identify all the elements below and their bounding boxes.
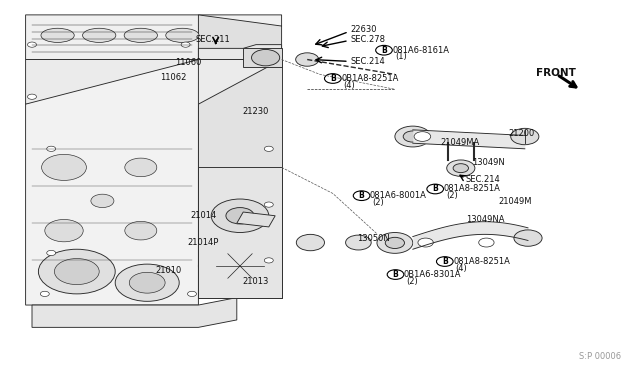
- Circle shape: [230, 260, 250, 272]
- Text: 13050N: 13050N: [357, 234, 390, 243]
- Circle shape: [377, 232, 413, 253]
- Circle shape: [353, 191, 370, 201]
- Text: B: B: [442, 257, 447, 266]
- Text: (4): (4): [344, 81, 355, 90]
- Circle shape: [296, 234, 324, 251]
- Circle shape: [395, 126, 431, 147]
- Text: 11060: 11060: [175, 58, 202, 67]
- Text: SEC.214: SEC.214: [466, 175, 500, 184]
- Circle shape: [42, 154, 86, 180]
- Circle shape: [324, 74, 341, 83]
- Ellipse shape: [166, 28, 199, 42]
- Ellipse shape: [83, 28, 116, 42]
- Polygon shape: [198, 45, 282, 60]
- Text: 21230: 21230: [242, 107, 268, 116]
- Circle shape: [514, 230, 542, 246]
- Polygon shape: [237, 212, 275, 227]
- Text: 13049N: 13049N: [472, 158, 505, 167]
- Text: (2): (2): [372, 198, 384, 207]
- Text: (4): (4): [456, 264, 467, 273]
- Text: FRONT: FRONT: [536, 68, 575, 78]
- Polygon shape: [198, 60, 282, 298]
- Polygon shape: [243, 48, 282, 67]
- Text: 21014: 21014: [191, 211, 217, 219]
- Polygon shape: [26, 60, 198, 305]
- Text: 21010: 21010: [156, 266, 182, 275]
- Circle shape: [453, 164, 468, 173]
- Text: 21200: 21200: [509, 129, 535, 138]
- Circle shape: [47, 146, 56, 151]
- Polygon shape: [26, 15, 282, 60]
- Circle shape: [511, 128, 539, 145]
- Text: B: B: [330, 74, 335, 83]
- Text: 081A8-8251A: 081A8-8251A: [444, 185, 500, 193]
- Polygon shape: [32, 298, 237, 327]
- Circle shape: [436, 257, 453, 266]
- Text: B: B: [433, 185, 438, 193]
- Text: 13049NA: 13049NA: [466, 215, 504, 224]
- Text: S:P 00006: S:P 00006: [579, 352, 621, 361]
- Text: 081A6-8161A: 081A6-8161A: [392, 46, 449, 55]
- Text: 22630: 22630: [351, 25, 377, 34]
- Circle shape: [427, 184, 444, 194]
- Circle shape: [28, 94, 36, 99]
- Circle shape: [129, 272, 165, 293]
- Text: 081A6-8001A: 081A6-8001A: [370, 191, 427, 200]
- Ellipse shape: [41, 28, 74, 42]
- Circle shape: [376, 45, 392, 55]
- Circle shape: [38, 249, 115, 294]
- Text: 0B1A8-8251A: 0B1A8-8251A: [341, 74, 399, 83]
- Text: (2): (2): [446, 191, 458, 200]
- Circle shape: [264, 258, 273, 263]
- Text: B: B: [381, 46, 387, 55]
- Circle shape: [211, 199, 269, 232]
- Circle shape: [264, 146, 273, 151]
- Circle shape: [125, 221, 157, 240]
- Circle shape: [346, 235, 371, 250]
- Circle shape: [45, 219, 83, 242]
- Circle shape: [403, 131, 422, 142]
- Circle shape: [252, 49, 280, 66]
- Text: B: B: [359, 191, 364, 200]
- Circle shape: [226, 208, 254, 224]
- Circle shape: [385, 237, 404, 248]
- Text: SEC.211: SEC.211: [196, 35, 230, 44]
- Text: SEC.214: SEC.214: [351, 57, 385, 66]
- Circle shape: [479, 238, 494, 247]
- Polygon shape: [26, 60, 282, 104]
- Text: (2): (2): [406, 277, 418, 286]
- Circle shape: [414, 132, 431, 141]
- Polygon shape: [198, 167, 282, 298]
- Circle shape: [54, 259, 99, 285]
- Text: 21049MA: 21049MA: [440, 138, 479, 147]
- Ellipse shape: [124, 28, 157, 42]
- Circle shape: [181, 42, 190, 47]
- Text: (1): (1): [395, 52, 406, 61]
- Text: B: B: [393, 270, 398, 279]
- Circle shape: [387, 270, 404, 279]
- Circle shape: [40, 291, 49, 296]
- Text: SEC.278: SEC.278: [351, 35, 386, 44]
- Text: 21049M: 21049M: [498, 198, 531, 206]
- Circle shape: [188, 291, 196, 296]
- Circle shape: [418, 238, 433, 247]
- Circle shape: [198, 242, 282, 290]
- Circle shape: [447, 160, 475, 176]
- Polygon shape: [198, 15, 282, 60]
- Circle shape: [91, 194, 114, 208]
- Circle shape: [296, 53, 319, 66]
- Circle shape: [125, 158, 157, 177]
- Circle shape: [214, 251, 266, 281]
- Circle shape: [264, 202, 273, 207]
- Text: 11062: 11062: [160, 73, 186, 81]
- Circle shape: [28, 42, 36, 47]
- Text: 081A8-8251A: 081A8-8251A: [453, 257, 510, 266]
- Circle shape: [47, 250, 56, 256]
- Circle shape: [115, 264, 179, 301]
- Text: 21014P: 21014P: [188, 238, 219, 247]
- Text: 0B1A6-8301A: 0B1A6-8301A: [404, 270, 461, 279]
- Text: 21013: 21013: [242, 278, 268, 286]
